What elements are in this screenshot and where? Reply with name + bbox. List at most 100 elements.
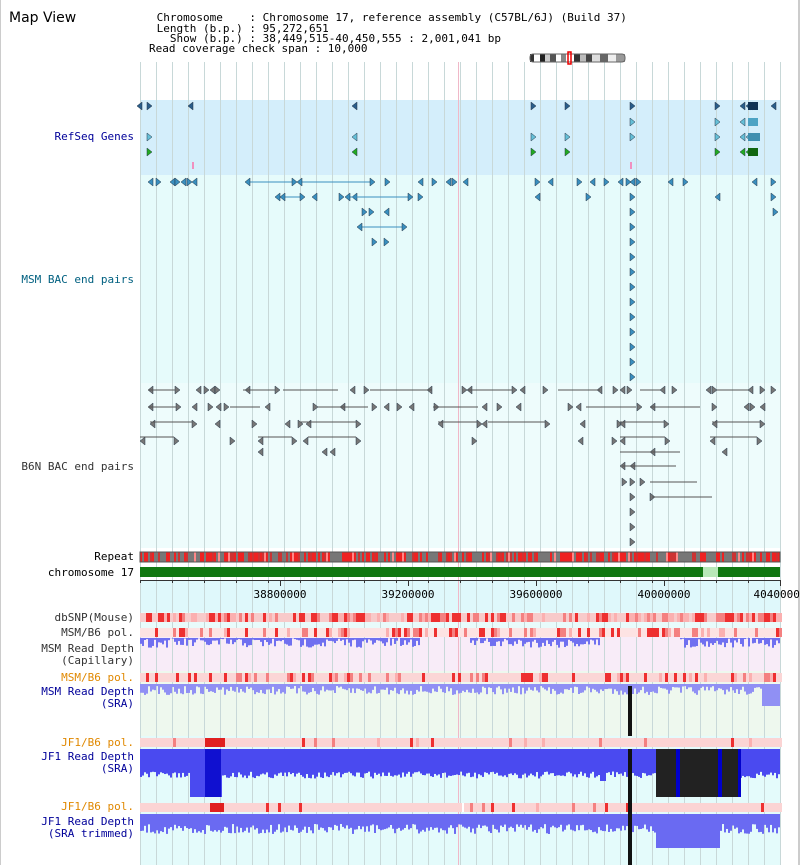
repeat-segment (434, 552, 436, 562)
jf1-pol2-cell (632, 803, 635, 812)
axis-tick-label: 40400000 (754, 588, 800, 601)
jf1-trim-depth-bar (750, 814, 752, 832)
jf1-trim-depth-bar (512, 814, 514, 828)
label-refseq-genes[interactable]: RefSeq Genes (54, 130, 134, 143)
repeat-segment (402, 552, 404, 562)
jf1-trim-depth-bar (508, 814, 510, 828)
msm-pol2-cell (674, 673, 677, 682)
jf1-pol2-cell (329, 803, 332, 812)
jf1-pol2-cell (452, 803, 455, 812)
jf1-pol-cell (194, 738, 197, 747)
msm-sra-depth-bar (358, 684, 360, 689)
msm-sra-depth-bar (500, 684, 502, 690)
jf1-trim-depth-bar (270, 814, 272, 825)
msm-pol2-cell (464, 673, 467, 682)
msm-pol2-cell (272, 673, 275, 682)
jf1-depth-peak (205, 749, 221, 797)
repeat-segment (472, 552, 474, 562)
jf1-pol2-cell (338, 803, 341, 812)
b6n-bac-end (355, 436, 362, 446)
label-msm-bac[interactable]: MSM BAC end pairs (21, 273, 134, 286)
msm-cap-depth-bar (310, 638, 312, 648)
label-b6n-bac[interactable]: B6N BAC end pairs (21, 460, 134, 473)
msm-cap-depth-bar (202, 638, 204, 641)
msm-cap-depth-bar (244, 638, 246, 644)
msm-sra-depth-bar (502, 684, 504, 695)
label-msm-b6-pol-2[interactable]: MSM/B6 pol. (61, 671, 134, 684)
jf1-trim-depth-bar (694, 814, 696, 848)
msm-pol2-cell (518, 673, 521, 682)
b6n-bac-end (461, 385, 468, 395)
label-msm-depth-capillary[interactable]: MSM Read Depth (Capillary) (41, 642, 134, 667)
repeat-segment (270, 552, 272, 562)
repeat-segment (278, 552, 280, 562)
msm-sra-depth-bar (202, 684, 204, 695)
msm-sra-depth-bar (214, 684, 216, 693)
msm-sra-depth-bar (494, 684, 496, 695)
label-jf1-depth-sra[interactable]: JF1 Read Depth (SRA) (41, 750, 134, 775)
jf1-pol-cell (257, 738, 260, 747)
msm-sra-depth-bar (594, 684, 596, 690)
msm-pol2-cell (722, 673, 725, 682)
jf1-pol2-cell (326, 803, 329, 812)
msm-cap-depth-bar (758, 638, 760, 644)
msm-sra-depth-bar (478, 684, 480, 695)
msm-pol2-cell (773, 673, 776, 682)
repeat-segment (364, 552, 366, 562)
msm-sra-depth-bar (636, 684, 638, 694)
msm-pol2-cell (233, 673, 236, 682)
msm-pol-cell (524, 628, 527, 637)
b6n-bac-end (711, 385, 718, 395)
repeat-segment (728, 552, 730, 562)
jf1-pol2-cell (449, 803, 452, 812)
msm-pol2-cell (395, 673, 398, 682)
repeat-segment (660, 552, 662, 562)
ideogram-band (566, 54, 574, 62)
msm-pol-cell (578, 628, 581, 637)
msm-sra-depth-bar (540, 684, 542, 687)
repeat-segment (240, 552, 242, 562)
jf1-pol-cell (365, 738, 368, 747)
msm-pol-cell (362, 628, 365, 637)
msm-pol2-cell (584, 673, 587, 682)
msm-pol2-cell (368, 673, 371, 682)
label-jf1-b6-pol[interactable]: JF1/B6 pol. (61, 736, 134, 749)
label-msm-b6-pol[interactable]: MSM/B6 pol. (61, 626, 134, 639)
msm-sra-depth-bar (690, 684, 692, 688)
msm-sra-depth-bar (578, 684, 580, 695)
msm-pol-cell (611, 628, 614, 637)
jf1-sra-depth-bar (230, 749, 232, 777)
jf1-pol2-cell (314, 803, 317, 812)
label-msm-depth-sra[interactable]: MSM Read Depth (SRA) (41, 685, 134, 710)
msm-pol2-cell (551, 673, 554, 682)
label-jf1-depth-trimmed[interactable]: JF1 Read Depth (SRA trimmed) (41, 815, 134, 840)
msm-sra-depth-bar (288, 684, 290, 687)
msm-pol-cell (737, 628, 740, 637)
msm-cap-depth-bar (686, 638, 688, 645)
msm-cap-depth-bar (544, 638, 546, 646)
msm-pol2-cell (410, 673, 413, 682)
jf1-sra-depth-bar (406, 749, 408, 774)
msm-cap-depth-bar (332, 638, 334, 642)
msm-pol-cell (641, 628, 644, 637)
jf1-trim-depth-bar (752, 814, 754, 825)
msm-pol-cell (599, 628, 602, 637)
msm-sra-depth-bar (552, 684, 554, 689)
msm-pol-cell (161, 628, 164, 637)
repeat-segment (704, 552, 706, 562)
msm-pol2-cell (488, 673, 491, 682)
repeat-segment (564, 552, 566, 562)
msm-pol-cell (236, 628, 239, 637)
jf1-trim-depth-bar (344, 814, 346, 829)
msm-cap-depth-bar (236, 638, 238, 640)
label-dbsnp[interactable]: dbSNP(Mouse) (54, 611, 134, 624)
msm-pol-cell (344, 628, 347, 637)
msm-sra-depth-bar (696, 684, 698, 695)
repeat-segment (698, 552, 700, 562)
jf1-sra-depth-bar (654, 749, 656, 774)
jf1-sra-depth-bar (340, 749, 342, 778)
b6n-bac-end (284, 419, 291, 429)
label-jf1-b6-pol-2[interactable]: JF1/B6 pol. (61, 800, 134, 813)
jf1-depth-saturated (656, 749, 676, 797)
